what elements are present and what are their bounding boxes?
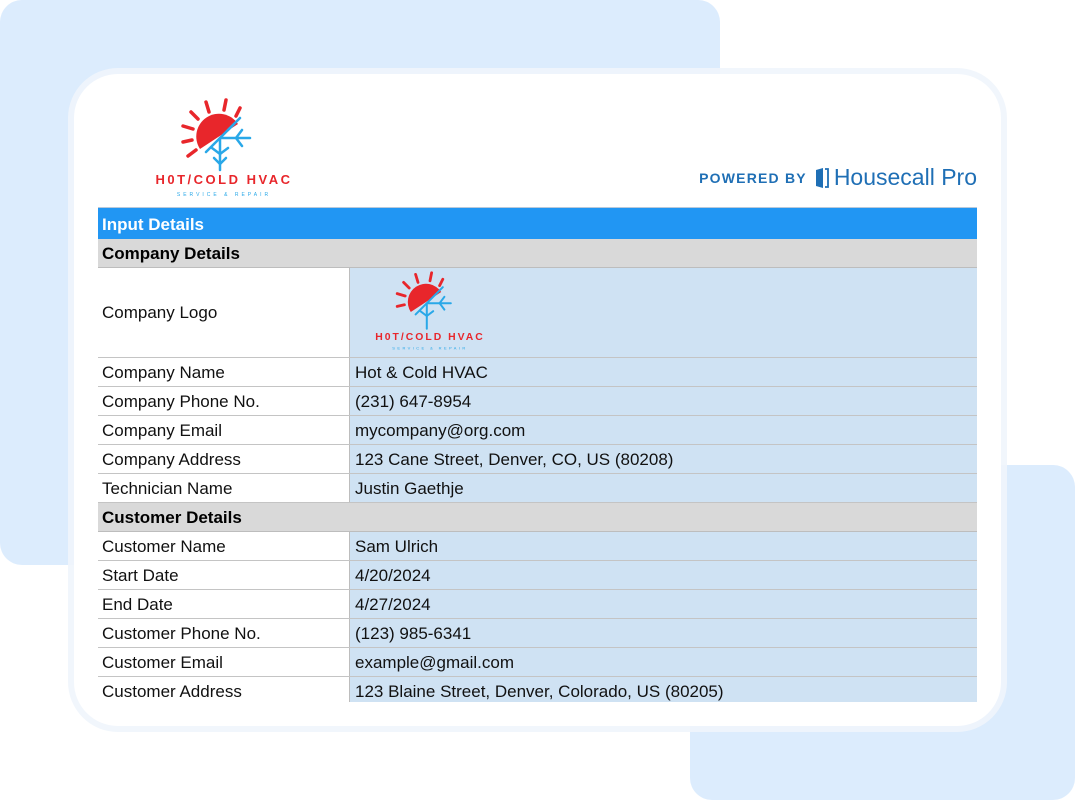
row-value[interactable]: Hot & Cold HVAC <box>350 358 977 386</box>
row-label[interactable]: Technician Name <box>98 474 350 502</box>
section-header-customer: Customer Details <box>98 503 977 532</box>
company-logo-thumbnail: H0T/COLD HVAC SERVICE & REPAIR <box>375 271 485 351</box>
input-details-table: Input Details Company Details Company Lo… <box>98 207 977 702</box>
table-row: Customer Email example@gmail.com <box>98 648 977 677</box>
row-label[interactable]: Company Address <box>98 445 350 473</box>
row-label[interactable]: Company Email <box>98 416 350 444</box>
table-row: Company Address 123 Cane Street, Denver, … <box>98 445 977 474</box>
table-row: Customer Phone No. (123) 985-6341 <box>98 619 977 648</box>
row-value[interactable]: (231) 647-8954 <box>350 387 977 415</box>
row-value[interactable]: 123 Blaine Street, Denver, Colorado, US … <box>350 677 977 702</box>
row-value-logo[interactable]: H0T/COLD HVAC SERVICE & REPAIR <box>350 268 977 357</box>
row-value[interactable]: Justin Gaethje <box>350 474 977 502</box>
row-value[interactable]: example@gmail.com <box>350 648 977 676</box>
row-value[interactable]: Sam Ulrich <box>350 532 977 560</box>
company-logo: H0T/COLD HVAC SERVICE & REPAIR <box>156 98 293 198</box>
provider-name: Housecall Pro <box>833 164 977 190</box>
row-label[interactable]: Company Phone No. <box>98 387 350 415</box>
table-row: Company Phone No. (231) 647-8954 <box>98 387 977 416</box>
table-row: End Date 4/27/2024 <box>98 590 977 619</box>
row-label[interactable]: Customer Email <box>98 648 350 676</box>
row-label[interactable]: Customer Phone No. <box>98 619 350 647</box>
table-row: Company Email mycompany@org.com <box>98 416 977 445</box>
row-label[interactable]: End Date <box>98 590 350 618</box>
powered-by-badge: POWERED BY Housecall Pro <box>699 164 977 191</box>
row-value[interactable]: 123 Cane Street, Denver, CO, US (80208) <box>350 445 977 473</box>
row-label[interactable]: Customer Address <box>98 677 350 702</box>
row-label[interactable]: Start Date <box>98 561 350 589</box>
spreadsheet-card: H0T/COLD HVAC SERVICE & REPAIR POWERED B… <box>80 80 995 720</box>
logo-text: H0T/COLD HVAC <box>156 172 293 187</box>
table-row: Start Date 4/20/2024 <box>98 561 977 590</box>
row-value[interactable]: 4/27/2024 <box>350 590 977 618</box>
table-title: Input Details <box>98 207 977 239</box>
row-label[interactable]: Customer Name <box>98 532 350 560</box>
table-row: Company Name Hot & Cold HVAC <box>98 358 977 387</box>
logo-text: H0T/COLD HVAC <box>375 332 485 343</box>
housecall-pro-door-icon <box>815 167 829 188</box>
logo-tagline: SERVICE & REPAIR <box>392 346 467 351</box>
row-value[interactable]: 4/20/2024 <box>350 561 977 589</box>
section-header-company: Company Details <box>98 239 977 268</box>
row-label[interactable]: Company Logo <box>98 268 350 357</box>
row-value[interactable]: mycompany@org.com <box>350 416 977 444</box>
table-row: Customer Name Sam Ulrich <box>98 532 977 561</box>
row-label[interactable]: Company Name <box>98 358 350 386</box>
logo-tagline: SERVICE & REPAIR <box>177 192 271 198</box>
table-row: Technician Name Justin Gaethje <box>98 474 977 503</box>
table-row: Company Logo H0T/COLD HVAC <box>98 268 977 358</box>
table-row: Customer Address 123 Blaine Street, Denve… <box>98 677 977 702</box>
row-value[interactable]: (123) 985-6341 <box>350 619 977 647</box>
powered-by-label: POWERED BY <box>699 169 807 186</box>
